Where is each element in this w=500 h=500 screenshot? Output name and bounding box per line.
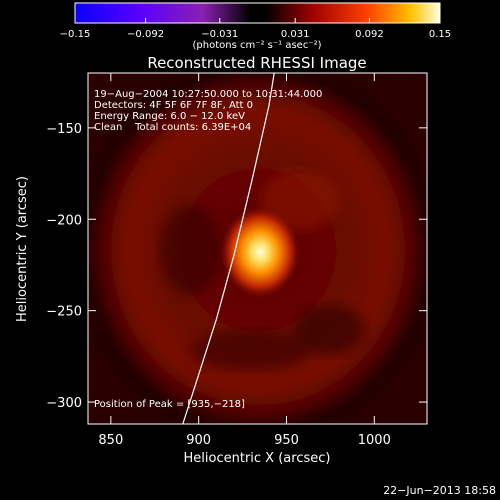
x-axis-label: Heliocentric X (arcsec) <box>184 451 331 466</box>
colorbar-tick-label: 0.15 <box>429 29 451 40</box>
annotation-time-range: 19−Aug−2004 10:27:50.000 to 10:31:44.000 <box>94 89 322 100</box>
y-tick-label: −250 <box>46 305 82 320</box>
x-tick-label: 950 <box>274 433 299 448</box>
heatmap-image <box>88 73 427 424</box>
timestamp: 22−Jun−2013 18:58 <box>383 484 496 497</box>
annotation-energy-range: Energy Range: 6.0 − 12.0 keV <box>94 111 245 122</box>
y-tick-label: −300 <box>46 396 82 411</box>
chart-title: Reconstructed RHESSI Image <box>147 54 366 72</box>
limb-curve <box>182 73 275 424</box>
plot-frame <box>87 72 428 425</box>
colorbar-tick-label: −0.15 <box>60 29 91 40</box>
y-tick-label: −150 <box>46 122 82 137</box>
colorbar-tick-label: 0.092 <box>355 29 384 40</box>
x-tick-label: 900 <box>186 433 211 448</box>
colorbar-tick-label: 0.031 <box>281 29 310 40</box>
x-tick-label: 1000 <box>358 433 391 448</box>
colorbar-label: (photons cm⁻² s⁻¹ asec⁻²) <box>192 40 321 51</box>
annotation-clean-counts: Clean Total counts: 6.39E+04 <box>94 122 251 133</box>
y-axis-label: Heliocentric Y (arcsec) <box>15 176 30 322</box>
x-tick-label: 850 <box>98 433 123 448</box>
colorbar-tick-label: −0.092 <box>127 29 164 40</box>
annotation-detectors: Detectors: 4F 5F 6F 7F 8F, Att 0 <box>94 100 253 111</box>
y-axis-ticks: −150 −200 −250 −300 <box>46 122 427 411</box>
colorbar-tick-label: −0.031 <box>201 29 238 40</box>
colorbar <box>74 2 441 24</box>
peak-position-label: Position of Peak = [935,−218] <box>94 399 245 410</box>
y-tick-label: −200 <box>46 213 82 228</box>
colorbar-ticks: −0.15 −0.092 −0.031 0.031 0.092 0.15 <box>60 18 451 40</box>
x-axis-ticks: 850 900 950 1000 <box>98 73 391 448</box>
peak-source <box>220 206 301 299</box>
